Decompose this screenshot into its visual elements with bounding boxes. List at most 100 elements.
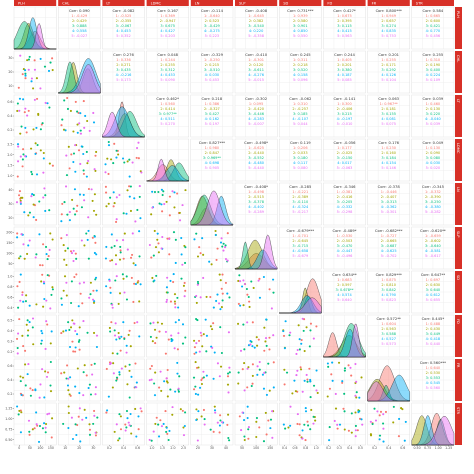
corr-group-4: 4: 0.527 xyxy=(381,337,396,341)
data-point xyxy=(194,385,197,388)
data-point xyxy=(107,144,111,147)
data-point xyxy=(93,235,96,238)
corr-group-5: 5: -0.617 xyxy=(425,254,441,258)
data-point xyxy=(158,330,161,333)
data-point xyxy=(87,187,90,191)
corr-group-3: 3: 0.969** xyxy=(203,156,221,160)
data-point xyxy=(341,381,344,384)
data-point xyxy=(378,414,381,417)
data-point xyxy=(42,157,45,160)
data-point xyxy=(304,407,307,410)
data-point xyxy=(328,387,331,390)
data-point xyxy=(133,197,136,200)
corr-group-1: 1: 0.640 xyxy=(426,366,441,370)
data-point xyxy=(166,432,169,435)
data-point xyxy=(73,188,77,191)
data-point xyxy=(218,273,221,276)
data-point xyxy=(46,371,50,374)
data-point xyxy=(75,433,78,437)
data-point xyxy=(35,303,38,306)
corr-group-2: 2: 0.181 xyxy=(381,107,396,111)
data-point xyxy=(67,321,70,324)
corr-group-2: 2: -0.389 xyxy=(292,195,308,199)
data-point xyxy=(164,410,167,413)
corr-group-4: 4: 0.030 xyxy=(205,73,220,77)
corr-group-1: 1: 0.604 xyxy=(381,322,396,326)
data-point xyxy=(355,396,358,399)
data-point xyxy=(21,293,24,296)
data-point xyxy=(88,423,91,426)
data-point xyxy=(239,280,242,283)
data-point xyxy=(180,253,183,256)
data-point xyxy=(160,247,163,250)
corr-group-3: 3: -0.552 xyxy=(248,156,264,160)
data-point xyxy=(24,107,27,110)
data-point xyxy=(246,386,249,389)
y-tick-label: 30 xyxy=(8,56,12,60)
corr-group-3: 3: -0.067 xyxy=(116,24,132,28)
data-point xyxy=(257,338,260,341)
data-point xyxy=(251,374,254,377)
column-header-ldmc xyxy=(146,0,189,6)
data-point xyxy=(138,185,141,188)
data-point xyxy=(132,262,135,265)
data-point xyxy=(219,414,222,417)
data-point xyxy=(309,380,312,383)
data-point xyxy=(87,257,90,260)
panel-8-4 xyxy=(146,314,190,358)
data-point xyxy=(110,158,113,161)
corr-group-5: 5: 0.203 xyxy=(160,34,175,38)
data-point xyxy=(238,274,241,277)
data-point xyxy=(122,321,125,324)
data-point xyxy=(21,158,24,161)
data-point xyxy=(43,298,46,301)
data-point xyxy=(19,54,22,57)
corr-group-3: 3: 0.400 xyxy=(426,68,441,72)
data-point xyxy=(39,149,42,152)
density-curve-group-4 xyxy=(102,106,145,138)
data-point xyxy=(51,288,54,291)
corr-group-4: 4: 0.453 xyxy=(116,29,131,33)
corr-group-1: 1: 0.488 xyxy=(426,322,441,326)
corr-group-3: 3: 0.312 xyxy=(160,68,175,72)
data-point xyxy=(331,361,334,364)
data-point xyxy=(135,381,138,384)
data-point xyxy=(264,340,267,343)
panel-10-3 xyxy=(102,402,145,446)
data-point xyxy=(215,258,218,261)
corr-group-1: 1: 0.386 xyxy=(205,102,220,106)
corr-title: Corr: 0.049 xyxy=(423,141,444,145)
data-point xyxy=(301,429,304,432)
data-point xyxy=(28,321,31,324)
data-point xyxy=(267,362,270,365)
data-point xyxy=(71,340,74,343)
corr-group-3: 3: -0.429 xyxy=(204,24,220,28)
x-tick-label: 0.2 xyxy=(326,446,331,450)
row-strip-sd xyxy=(455,271,462,313)
data-point xyxy=(63,258,66,261)
data-point xyxy=(151,190,154,193)
data-point xyxy=(213,351,216,354)
data-point xyxy=(28,433,31,436)
data-point xyxy=(258,360,261,364)
panel-10-7 xyxy=(279,402,322,446)
data-point xyxy=(80,239,83,242)
data-point xyxy=(113,244,116,248)
data-point xyxy=(91,373,94,376)
x-tick-label: 0.6 xyxy=(292,446,297,450)
data-point xyxy=(108,279,111,282)
panel-5-5 xyxy=(190,182,234,226)
data-point xyxy=(294,390,297,393)
panel-10-2 xyxy=(58,402,101,446)
panel-6-5 xyxy=(190,226,234,270)
data-point xyxy=(41,332,44,335)
panel-6-6 xyxy=(234,226,278,270)
data-point xyxy=(303,379,306,382)
corr-group-5: 5: 0.270 xyxy=(160,122,175,126)
data-point xyxy=(240,429,243,432)
corr-title: Corr: -0.345 xyxy=(422,185,445,189)
corr-group-2: 2: 0.255 xyxy=(160,63,175,67)
